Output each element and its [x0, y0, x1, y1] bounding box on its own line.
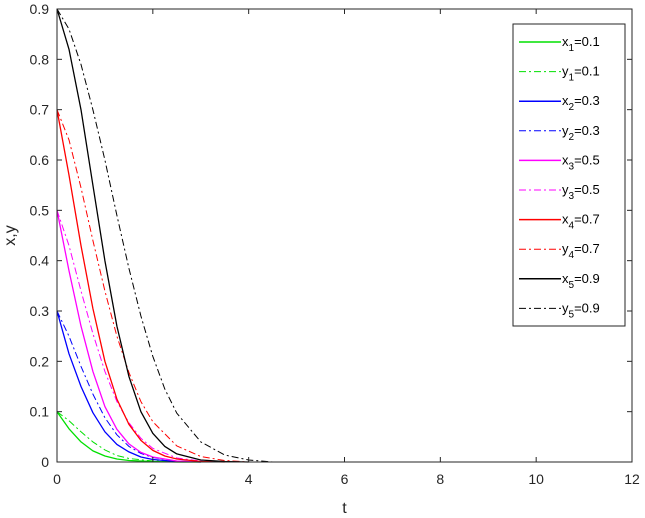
legend-subscript: 4	[569, 250, 575, 261]
legend-value: =0.3	[574, 123, 600, 138]
series-line-4	[56, 310, 201, 463]
series-line-5	[56, 210, 201, 463]
legend-var: y	[562, 64, 569, 79]
x-tick-label: 2	[149, 471, 157, 487]
series-line-8	[56, 109, 249, 463]
y-tick-label: 0.1	[30, 404, 50, 420]
series-line-10	[56, 8, 273, 463]
x-tick-label: 8	[436, 471, 444, 487]
legend-value: =0.7	[574, 212, 600, 227]
legend-var: y	[562, 182, 569, 197]
legend-entry: x1=0.1	[562, 34, 600, 54]
series-line-3	[56, 310, 201, 463]
legend-entry: y4=0.7	[562, 241, 600, 261]
legend-value: =0.9	[574, 300, 600, 315]
legend-var: x	[562, 93, 569, 108]
legend-var: y	[562, 300, 569, 315]
legend-entry: x5=0.9	[562, 271, 600, 291]
series-layer	[56, 8, 273, 463]
y-tick-label: 0.9	[30, 1, 50, 17]
y-tick-label: 0.6	[30, 152, 50, 168]
legend-entry: x3=0.5	[562, 152, 600, 172]
x-tick-label: 6	[341, 471, 349, 487]
legend-subscript: 5	[569, 309, 575, 320]
legend-entry: y2=0.3	[562, 123, 600, 143]
y-tick-label: 0.8	[30, 51, 50, 67]
x-tick-label: 12	[624, 471, 640, 487]
legend-var: x	[562, 152, 569, 167]
legend-var: x	[562, 212, 569, 227]
legend-entry: y3=0.5	[562, 182, 600, 202]
series-line-9	[56, 8, 249, 463]
legend-subscript: 3	[569, 191, 575, 202]
y-tick-label: 0.7	[30, 102, 50, 118]
y-tick-label: 0.4	[30, 253, 50, 269]
legend-var: y	[562, 123, 569, 138]
legend-entry: y5=0.9	[562, 300, 600, 320]
legend-subscript: 1	[569, 73, 575, 84]
series-line-2	[56, 411, 201, 463]
y-tick-label: 0	[41, 454, 49, 470]
legend-entry: x4=0.7	[562, 212, 600, 232]
y-tick-label: 0.2	[30, 353, 50, 369]
legend-value: =0.5	[574, 182, 600, 197]
legend-subscript: 1	[569, 43, 575, 54]
y-tick-label: 0.3	[30, 303, 50, 319]
legend-value: =0.1	[574, 64, 600, 79]
x-tick-label: 0	[53, 471, 61, 487]
legend-subscript: 3	[569, 161, 575, 172]
legend-entry: x2=0.3	[562, 93, 600, 113]
legend-var: y	[562, 241, 569, 256]
legend-box	[512, 23, 626, 327]
legend: x1=0.1y1=0.1x2=0.3y2=0.3x3=0.5y3=0.5x4=0…	[512, 23, 626, 327]
y-tick-label: 0.5	[30, 202, 50, 218]
legend-value: =0.1	[574, 34, 600, 49]
legend-value: =0.7	[574, 241, 600, 256]
legend-subscript: 5	[569, 280, 575, 291]
legend-value: =0.5	[574, 152, 600, 167]
legend-entry: y1=0.1	[562, 64, 600, 84]
series-line-7	[56, 109, 225, 463]
legend-subscript: 4	[569, 221, 575, 232]
legend-value: =0.3	[574, 93, 600, 108]
legend-var: x	[562, 34, 569, 49]
x-axis-label: t	[342, 500, 347, 517]
legend-var: x	[562, 271, 569, 286]
y-axis-label: x,y	[2, 225, 19, 245]
legend-subscript: 2	[569, 102, 575, 113]
legend-value: =0.9	[574, 271, 600, 286]
legend-subscript: 2	[569, 132, 575, 143]
x-tick-label: 10	[528, 471, 544, 487]
x-tick-label: 4	[245, 471, 253, 487]
